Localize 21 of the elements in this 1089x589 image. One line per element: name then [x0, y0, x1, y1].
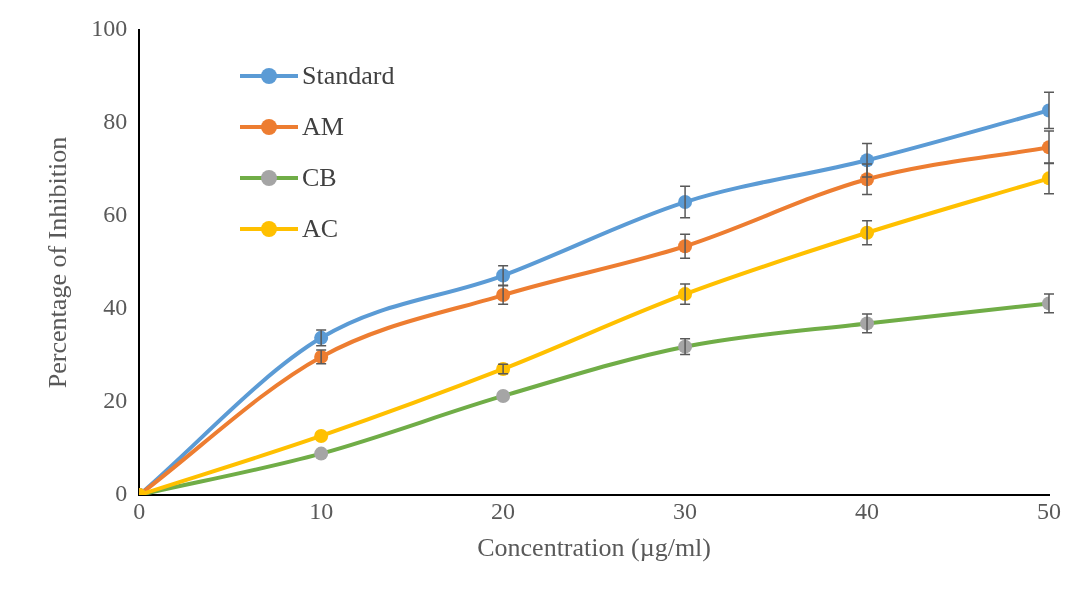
x-tick-label: 20 — [491, 497, 516, 524]
x-tick-label: 40 — [855, 497, 880, 524]
x-tick-label: 50 — [1037, 497, 1061, 524]
legend-label: AM — [302, 111, 344, 142]
y-axis-title: Percentage of Inhibition — [43, 136, 73, 389]
point — [314, 428, 329, 443]
y-tick-label: 80 — [103, 108, 128, 135]
y-tick-label: 40 — [103, 294, 128, 321]
point — [496, 388, 511, 403]
y-tick-label: 20 — [103, 387, 128, 414]
x-axis-title: Concentration (µg/ml) — [477, 533, 711, 563]
y-tick-label: 60 — [103, 201, 128, 228]
y-tick-label: 0 — [115, 480, 128, 507]
legend-label: Standard — [302, 60, 395, 91]
legend-label: AC — [302, 213, 339, 244]
point — [314, 446, 329, 461]
x-tick-label: 30 — [673, 497, 698, 524]
y-tick-label: 100 — [91, 15, 128, 42]
x-tick-label: 10 — [309, 497, 334, 524]
x-tick-label: 0 — [133, 497, 146, 524]
legend-label: CB — [302, 162, 337, 193]
